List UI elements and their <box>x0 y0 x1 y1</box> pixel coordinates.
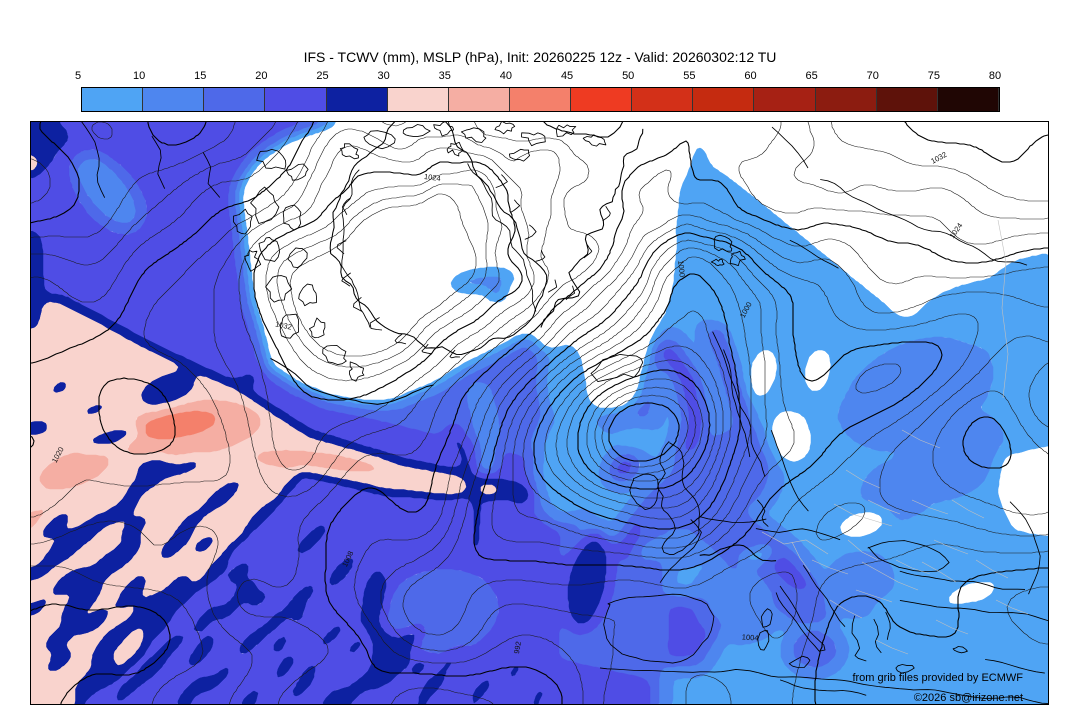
svg-text:992: 992 <box>512 641 523 655</box>
svg-text:1032: 1032 <box>274 319 292 331</box>
svg-text:1024: 1024 <box>423 172 441 183</box>
svg-text:1004: 1004 <box>742 632 759 642</box>
svg-text:1000: 1000 <box>676 260 687 278</box>
